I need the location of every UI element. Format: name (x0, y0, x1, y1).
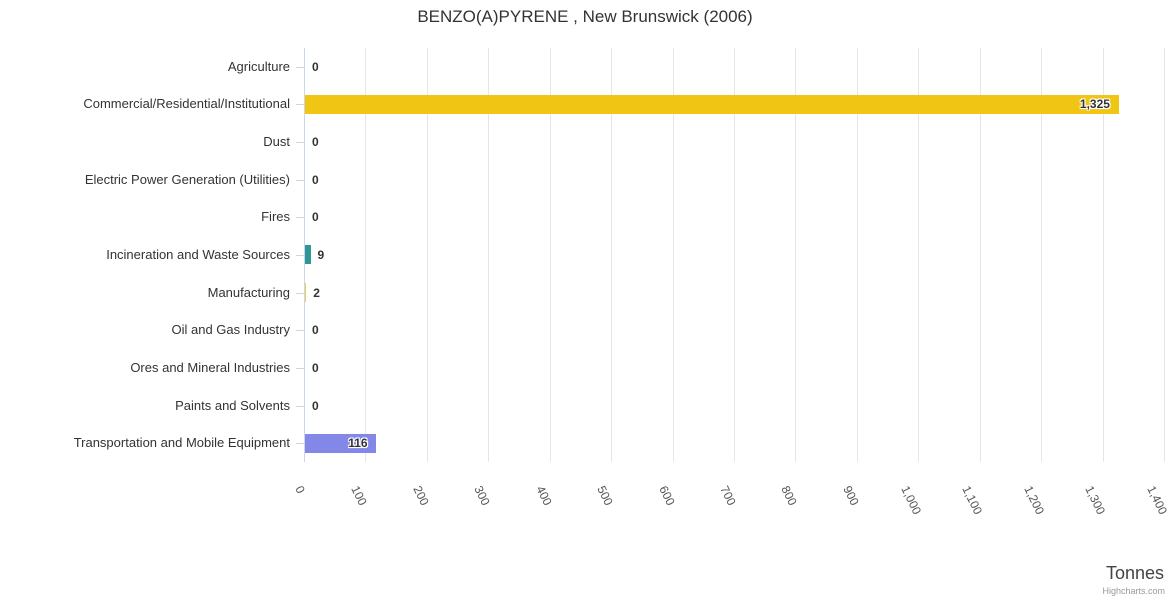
x-tick-label: 500 (594, 483, 616, 508)
category-label: Commercial/Residential/Institutional (83, 96, 290, 111)
category-label: Ores and Mineral Industries (130, 360, 290, 375)
y-axis-line (304, 48, 305, 462)
data-label: 9 (317, 248, 325, 262)
grid-line (488, 48, 490, 462)
grid-line (426, 48, 428, 462)
highcharts-credits-link[interactable]: Highcharts.com (1102, 586, 1165, 596)
category-tick-mark (296, 443, 304, 444)
data-label: 0 (312, 399, 319, 413)
category-label: Agriculture (227, 59, 290, 74)
x-tick-label: 200 (410, 483, 432, 508)
category-tick-mark (296, 142, 304, 143)
data-label: 116 (348, 436, 368, 450)
category-label: Oil and Gas Industry (171, 322, 291, 337)
x-tick-label: 1,100 (959, 483, 986, 517)
data-label: 0 (312, 210, 319, 224)
grid-line (672, 48, 674, 462)
x-tick-label: 1,200 (1020, 483, 1047, 517)
category-tick-mark (296, 104, 304, 105)
grid-line (795, 48, 797, 462)
category-tick-mark (296, 406, 304, 407)
category-label: Paints and Solvents (175, 398, 290, 413)
x-tick-label: 400 (533, 483, 555, 508)
category-label: Transportation and Mobile Equipment (73, 435, 290, 450)
x-tick-label: 100 (348, 483, 371, 508)
grid-line (918, 48, 920, 462)
bar-commercial-residential-institutional[interactable] (305, 95, 1119, 114)
grid-line (979, 48, 981, 462)
x-axis-title: Tonnes (1105, 563, 1164, 583)
grid-line (1102, 48, 1104, 462)
category-tick-mark (296, 217, 304, 218)
x-tick-label: 1,400 (1143, 483, 1170, 517)
grid-line (611, 48, 613, 462)
category-tick-mark (296, 67, 304, 68)
data-label: 0 (312, 135, 319, 149)
category-tick-mark (296, 180, 304, 181)
bar-transportation-and-mobile-equipment[interactable] (305, 434, 377, 453)
x-tick-label: 300 (471, 483, 493, 508)
data-label: 2 (313, 286, 320, 300)
data-label: 0 (312, 361, 319, 375)
chart-title: BENZO(A)PYRENE , New Brunswick (2006) (417, 7, 753, 26)
grid-line (549, 48, 551, 462)
bar-manufacturing[interactable] (305, 283, 307, 302)
grid-line (856, 48, 858, 462)
grid-line (734, 48, 735, 462)
data-label: 1,325 (1079, 97, 1110, 111)
x-tick-label: 900 (840, 483, 862, 508)
category-label: Electric Power Generation (Utilities) (84, 172, 290, 187)
grid-line (1164, 48, 1165, 462)
x-tick-label: 600 (655, 483, 678, 508)
data-label: 0 (312, 60, 319, 74)
x-tick-label: 700 (717, 483, 739, 508)
data-label: 0 (312, 173, 319, 187)
category-label: Dust (263, 134, 290, 149)
category-tick-mark (296, 293, 304, 294)
category-label: Incineration and Waste Sources (106, 247, 290, 262)
x-tick-label: 1,000 (898, 483, 924, 517)
category-label: Fires (261, 209, 290, 224)
data-label: 0 (312, 323, 319, 337)
category-label: Manufacturing (207, 285, 290, 300)
bar-incineration-and-waste-sources[interactable] (305, 245, 311, 264)
x-tick-label: 800 (778, 483, 801, 508)
category-tick-mark (296, 255, 304, 256)
grid-line (365, 48, 367, 462)
x-tick-label: 0 (291, 483, 308, 496)
category-tick-mark (296, 368, 304, 369)
x-tick-label: 1,300 (1082, 483, 1109, 517)
grid-line (1041, 48, 1043, 462)
category-tick-mark (296, 330, 304, 331)
